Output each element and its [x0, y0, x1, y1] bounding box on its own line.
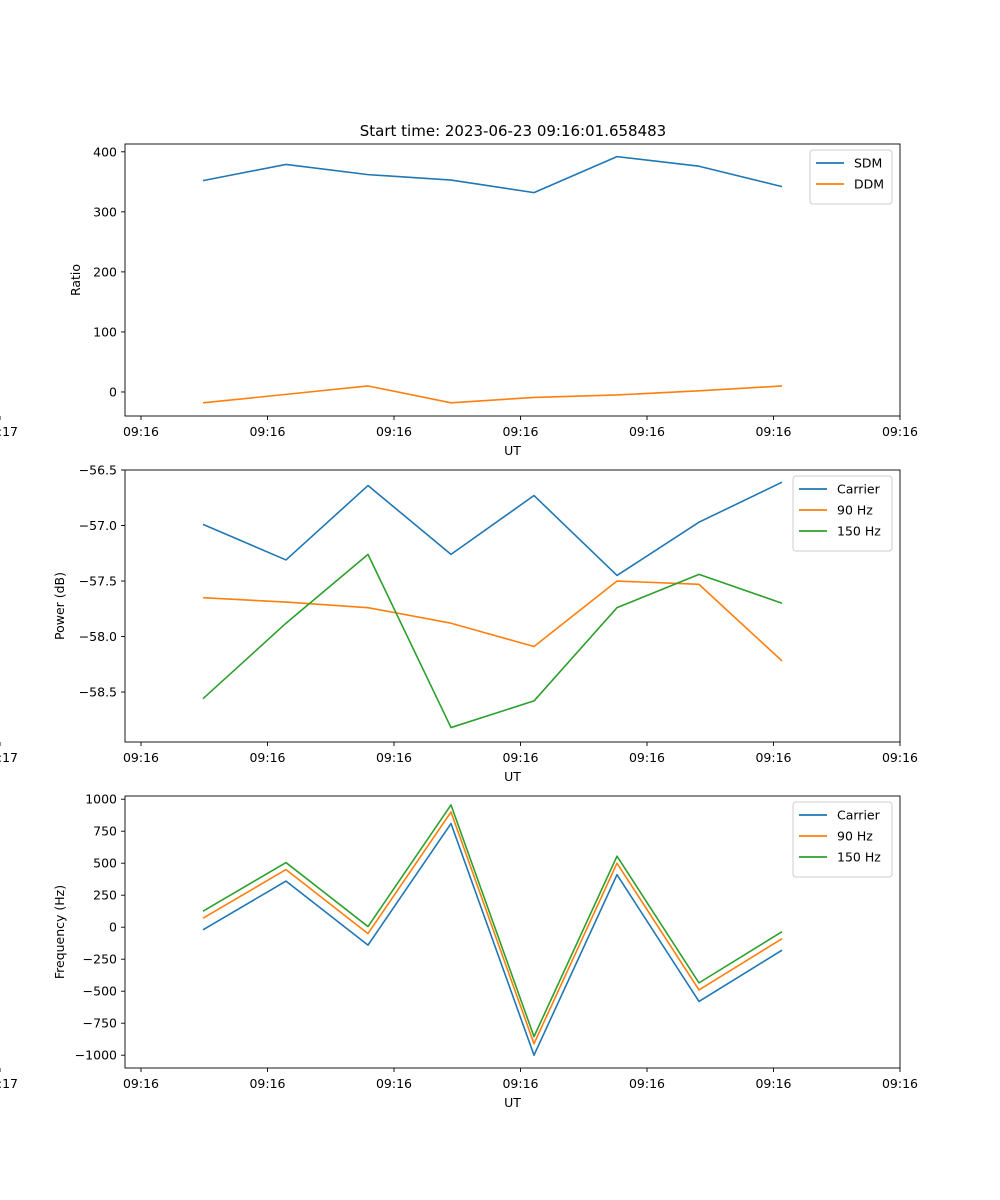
x-tick-label: 09:16 — [882, 424, 918, 439]
legend-label: Carrier — [837, 808, 881, 823]
legend: Carrier 90 Hz 150 Hz — [792, 475, 893, 552]
legend-label: 150 Hz — [837, 524, 881, 539]
axes-frame — [124, 143, 901, 417]
y-tick-label: 400 — [93, 144, 117, 159]
y-tick-label: 750 — [93, 824, 117, 839]
y-tick-label: −1000 — [75, 1048, 117, 1063]
x-tick-label: 09:16 — [123, 424, 159, 439]
y-tick-label: 1000 — [85, 792, 117, 807]
series-line-90-hz — [202, 580, 783, 662]
x-tick-label: 09:16 — [502, 750, 538, 765]
series-line-150-hz — [202, 553, 783, 729]
x-tick-label: 09:16 — [249, 750, 285, 765]
series-line-sdm — [202, 155, 783, 194]
chart-panel-2: 09:16 09:16 09:16 09:16 09:16 09:16 09:16 09:17… — [0, 463, 918, 784]
series-line-carrier — [202, 822, 783, 1056]
legend: SDM DDM — [809, 149, 893, 205]
legend-label: 90 Hz — [837, 503, 873, 518]
y-tick-label: −56.5 — [79, 463, 117, 478]
axes-frame — [124, 469, 901, 743]
chart-title: Start time: 2023-06-23 09:16:01.658483 — [360, 122, 666, 140]
y-tick-label: −57.0 — [79, 518, 117, 533]
x-tick-label: 09:16 — [755, 750, 791, 765]
y-tick-label: 100 — [93, 324, 117, 339]
x-tick-label: 09:16 — [376, 1076, 412, 1091]
x-tick-label: 09:16 — [376, 424, 412, 439]
x-tick-label: 09:16 — [123, 1076, 159, 1091]
x-tick-label: 09:17 — [0, 1076, 18, 1091]
x-axis-label: UT — [504, 443, 521, 458]
x-axis-label: UT — [504, 769, 521, 784]
x-axis-label: UT — [504, 1095, 521, 1110]
x-tick-label: 09:16 — [629, 1076, 665, 1091]
x-tick-label: 09:16 — [123, 750, 159, 765]
y-tick-label: −750 — [83, 1016, 117, 1031]
x-tick-label: 09:16 — [629, 750, 665, 765]
legend-label: SDM — [854, 156, 882, 171]
series-line-ddm — [202, 385, 783, 404]
chart-panel-3: 09:16 09:16 09:16 09:16 09:16 09:16 09:16 09:17… — [0, 792, 918, 1110]
y-tick-label: 500 — [93, 856, 117, 871]
legend-label: DDM — [854, 177, 884, 192]
chart-panel-1: 09:16 09:16 09:16 09:16 09:16 09:16 09:16 09:17… — [0, 143, 918, 458]
legend-label: 150 Hz — [837, 850, 881, 865]
x-tick-label: 09:16 — [882, 1076, 918, 1091]
legend-label: 90 Hz — [837, 829, 873, 844]
series-line-carrier — [202, 481, 783, 577]
x-tick-label: 09:16 — [755, 424, 791, 439]
x-tick-label: 09:16 — [755, 1076, 791, 1091]
x-tick-label: 09:16 — [376, 750, 412, 765]
legend-box — [792, 801, 893, 878]
y-tick-label: 250 — [93, 888, 117, 903]
x-tick-label: 09:16 — [502, 1076, 538, 1091]
y-axis-label: Ratio — [68, 264, 83, 296]
y-tick-label: 200 — [93, 264, 117, 279]
y-tick-label: −500 — [83, 984, 117, 999]
axes-frame — [124, 795, 901, 1069]
y-axis-label: Power (dB) — [52, 572, 67, 640]
y-tick-label: −250 — [83, 952, 117, 967]
series-line-150-hz — [202, 804, 783, 1038]
x-tick-label: 09:17 — [0, 424, 18, 439]
y-tick-label: 0 — [109, 920, 117, 935]
legend: Carrier 90 Hz 150 Hz — [792, 801, 893, 878]
x-tick-label: 09:17 — [0, 750, 18, 765]
legend-label: Carrier — [837, 482, 881, 497]
x-tick-label: 09:16 — [249, 424, 285, 439]
y-tick-label: 300 — [93, 204, 117, 219]
legend-box — [792, 475, 893, 552]
x-tick-label: 09:16 — [629, 424, 665, 439]
x-tick-label: 09:16 — [882, 750, 918, 765]
x-tick-label: 09:16 — [502, 424, 538, 439]
y-tick-label: −57.5 — [79, 574, 117, 589]
y-tick-label: −58.0 — [79, 629, 117, 644]
series-line-90-hz — [202, 811, 783, 1045]
y-tick-label: −58.5 — [79, 685, 117, 700]
x-tick-label: 09:16 — [249, 1076, 285, 1091]
y-tick-label: 0 — [109, 384, 117, 399]
y-axis-label: Frequency (Hz) — [52, 885, 67, 979]
